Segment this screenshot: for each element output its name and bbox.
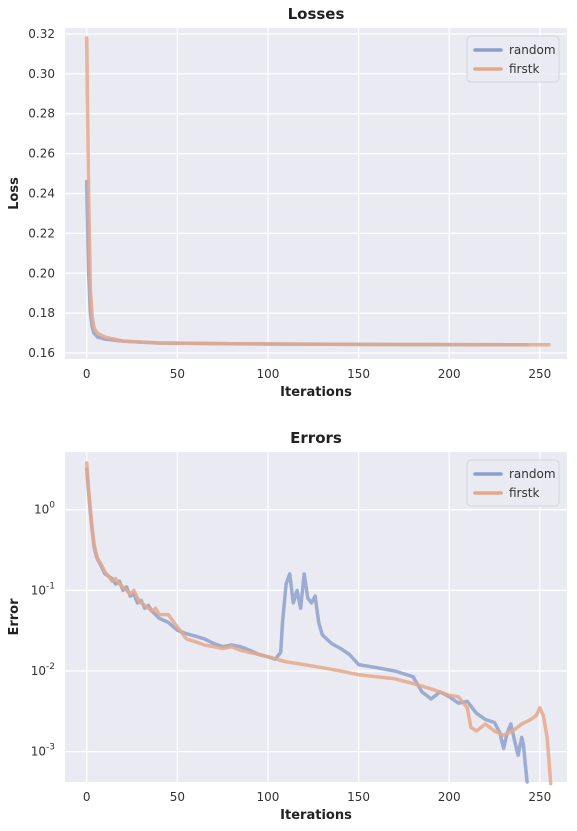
losses-xtick-label: 100 bbox=[257, 367, 280, 381]
losses-ytick-label: 0.30 bbox=[28, 67, 55, 81]
errors-xtick-label: 50 bbox=[170, 790, 185, 804]
losses-ylabel: Loss bbox=[7, 177, 22, 210]
errors-legend: random firstk bbox=[466, 459, 560, 507]
losses-title: Losses bbox=[288, 5, 345, 23]
errors-title: Errors bbox=[290, 429, 342, 447]
errors-ytick-label: 100 bbox=[34, 501, 55, 517]
errors-panel: 0 50 100 150 200 250 10-3 10-2 10-1 100 Errors Iter… bbox=[7, 429, 567, 823]
losses-legend: random firstk bbox=[466, 35, 560, 83]
errors-ytick-label: 10-2 bbox=[31, 662, 55, 678]
errors-xlabel: Iterations bbox=[280, 808, 352, 823]
errors-xtick-label: 0 bbox=[83, 790, 91, 804]
errors-ytick-label: 10-1 bbox=[31, 581, 55, 597]
errors-xtick-label: 150 bbox=[347, 790, 370, 804]
errors-xtick-label: 200 bbox=[438, 790, 461, 804]
losses-ytick-label: 0.20 bbox=[28, 266, 55, 280]
errors-xtick-label: 250 bbox=[528, 790, 551, 804]
losses-xtick-label: 150 bbox=[347, 367, 370, 381]
errors-series-firstk bbox=[84, 461, 553, 786]
losses-series-firstk bbox=[84, 36, 551, 347]
losses-ytick-label: 0.24 bbox=[28, 187, 55, 201]
losses-ytick-label: 0.18 bbox=[28, 306, 55, 320]
losses-xtick-label: 50 bbox=[170, 367, 185, 381]
losses-ytick-label: 0.26 bbox=[28, 147, 55, 161]
losses-xtick-label: 250 bbox=[528, 367, 551, 381]
losses-xtick-label: 0 bbox=[83, 367, 91, 381]
losses-xlabel: Iterations bbox=[280, 385, 352, 400]
errors-legend-label-random: random bbox=[509, 467, 556, 481]
losses-ytick-label: 0.16 bbox=[28, 346, 55, 360]
losses-panel: 0 50 100 150 200 250 0.16 0.18 0.20 0.22 0.24 0.26 0… bbox=[7, 5, 567, 400]
errors-ytick-label: 10-3 bbox=[31, 743, 55, 759]
losses-ytick-label: 0.28 bbox=[28, 107, 55, 121]
errors-legend-label-firstk: firstk bbox=[509, 486, 539, 500]
losses-ytick-label: 0.32 bbox=[28, 27, 55, 41]
losses-ytick-label: 0.22 bbox=[28, 226, 55, 240]
losses-xtick-label: 200 bbox=[438, 367, 461, 381]
losses-legend-label-random: random bbox=[509, 43, 556, 57]
errors-xtick-label: 100 bbox=[257, 790, 280, 804]
errors-ylabel: Error bbox=[7, 598, 22, 636]
losses-legend-label-firstk: firstk bbox=[509, 62, 539, 76]
